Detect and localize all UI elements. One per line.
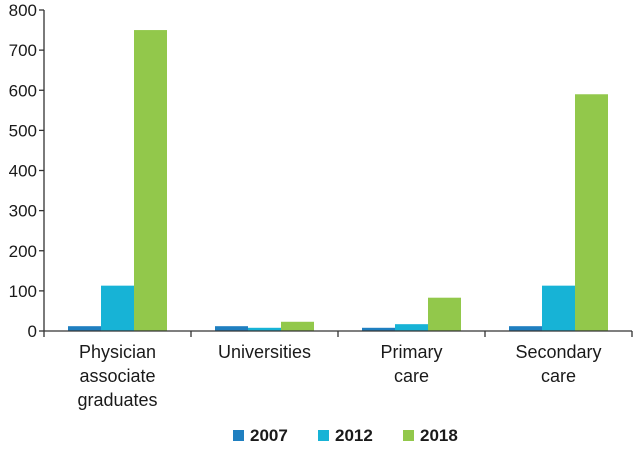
bar-2018	[575, 94, 608, 331]
legend-label-2007: 2007	[250, 426, 288, 445]
bar-2007	[215, 326, 248, 331]
y-tick-label: 300	[9, 202, 37, 221]
bar-2007	[68, 326, 101, 331]
legend: 2007 2012 2018	[233, 426, 458, 445]
x-category-label-line: care	[541, 366, 576, 386]
legend-swatch-2012	[318, 430, 329, 441]
legend-label-2018: 2018	[420, 426, 458, 445]
y-tick-label: 200	[9, 242, 37, 261]
x-category-label-line: care	[394, 366, 429, 386]
y-tick-label: 800	[9, 1, 37, 20]
bar-2018	[134, 30, 167, 331]
y-tick-label: 400	[9, 162, 37, 181]
y-tick-label: 700	[9, 41, 37, 60]
y-tick-label: 500	[9, 121, 37, 140]
x-category-label: Primary care	[381, 342, 443, 386]
bar-2018	[428, 297, 461, 331]
x-axis-ticks	[43, 331, 633, 337]
x-category-label-line: Primary	[381, 342, 443, 362]
x-axis-category-labels: Physician associate graduates Universities P…	[77, 342, 601, 410]
x-category-label: Universities	[218, 342, 311, 362]
y-tick-label: 0	[28, 322, 37, 341]
bar-2012	[101, 285, 134, 331]
bar-2012	[542, 285, 575, 331]
x-category-label-line: associate	[79, 366, 155, 386]
legend-swatch-2007	[233, 430, 244, 441]
y-axis-ticks: 0 100 200 300 400 500 600 700 800	[9, 1, 44, 341]
x-category-label-line: Physician	[79, 342, 156, 362]
bar-2007	[509, 326, 542, 331]
y-tick-label: 600	[9, 81, 37, 100]
x-category-label: Physician associate graduates	[77, 342, 157, 410]
x-category-label: Secondary care	[515, 342, 601, 386]
chart-bars	[68, 30, 608, 331]
bar-2012	[248, 327, 281, 331]
x-category-label-line: Secondary	[515, 342, 601, 362]
legend-label-2012: 2012	[335, 426, 373, 445]
y-tick-label: 100	[9, 282, 37, 301]
x-category-label-line: graduates	[77, 390, 157, 410]
legend-swatch-2018	[403, 430, 414, 441]
bar-2012	[395, 324, 428, 331]
bar-2018	[281, 321, 314, 331]
x-category-label-line: Universities	[218, 342, 311, 362]
bar-2007	[362, 327, 395, 331]
